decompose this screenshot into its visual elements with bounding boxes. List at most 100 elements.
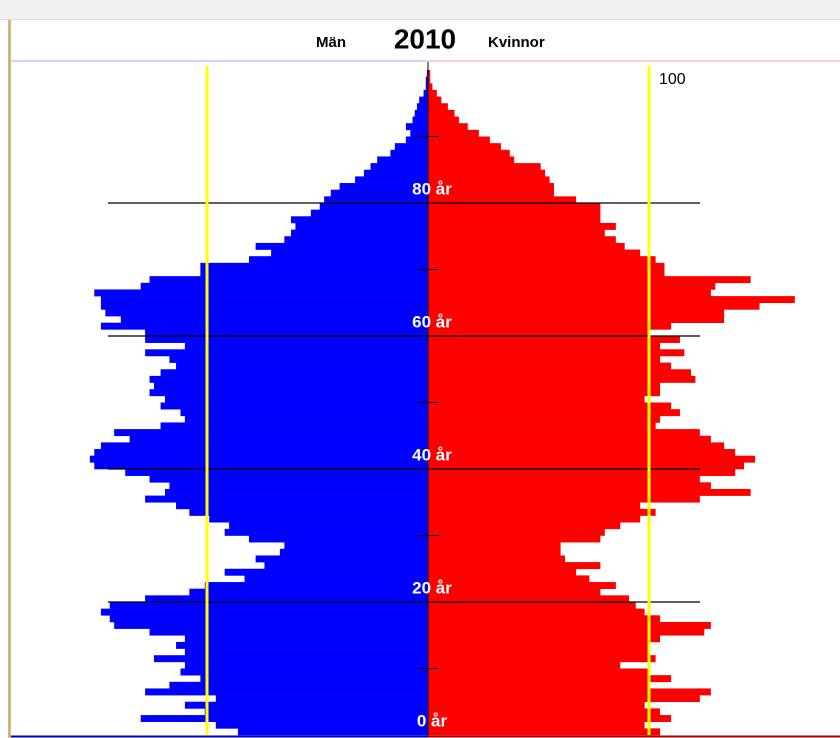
bar [319, 203, 428, 210]
bar [100, 296, 429, 304]
bar [284, 542, 428, 550]
bar [428, 402, 672, 410]
bar [405, 136, 428, 144]
bar [428, 668, 649, 676]
bar [428, 728, 661, 736]
bar [184, 342, 428, 350]
bar [428, 675, 672, 683]
bar [428, 222, 616, 230]
bar [428, 595, 630, 603]
x-tick-label: 100 [659, 71, 686, 88]
legend-women: Kvinnor [488, 34, 545, 51]
bar [224, 528, 428, 536]
bar [428, 475, 700, 483]
bar [425, 76, 428, 84]
bar [428, 209, 601, 217]
bar [200, 675, 428, 683]
bar [428, 582, 616, 589]
bar [428, 482, 711, 490]
bar [428, 216, 601, 224]
bar [428, 189, 554, 197]
bar [248, 256, 428, 264]
bar [425, 83, 428, 91]
bar [428, 715, 672, 722]
bar [428, 103, 448, 111]
bar [100, 302, 429, 310]
bar [428, 389, 661, 397]
bar [428, 655, 656, 663]
top-bar [0, 0, 840, 20]
bar [140, 715, 428, 722]
bar [200, 262, 428, 270]
bar [428, 375, 696, 383]
bar [377, 156, 428, 164]
bar [160, 369, 428, 377]
bar [330, 189, 428, 197]
bar [149, 375, 429, 383]
chart-title: 2010 [394, 23, 456, 54]
bar [145, 495, 428, 503]
y-tick-label: 0 år [417, 711, 448, 730]
bar [426, 70, 428, 77]
bar [310, 209, 428, 217]
bar [428, 695, 700, 703]
y-tick-label: 20 år [412, 578, 452, 597]
bar [284, 236, 428, 244]
bar [109, 602, 428, 609]
bar [428, 355, 661, 363]
y-tick-label: 80 år [412, 179, 452, 198]
bar [176, 641, 428, 649]
bar [428, 602, 636, 609]
bar [428, 269, 665, 277]
bar [184, 701, 428, 709]
bar [416, 103, 428, 111]
bar [428, 542, 561, 550]
bar [428, 661, 621, 669]
bar [120, 316, 428, 323]
bar [428, 621, 711, 629]
bar [145, 349, 428, 357]
bar [160, 402, 428, 410]
bar [184, 635, 428, 643]
bar [428, 242, 625, 250]
bar [428, 176, 550, 184]
bar [428, 83, 433, 91]
bar [428, 229, 605, 237]
bar [428, 681, 649, 689]
bar [423, 89, 428, 97]
bar [290, 216, 428, 224]
bar [428, 342, 661, 350]
bar [428, 435, 711, 443]
bar [394, 143, 428, 151]
bar [244, 575, 428, 583]
bar [370, 163, 428, 171]
bar [145, 329, 428, 337]
bar [264, 562, 428, 570]
bar [428, 522, 621, 530]
bar [295, 222, 428, 230]
bar [428, 502, 641, 510]
bar [229, 522, 428, 530]
bar [153, 382, 428, 390]
bar [428, 495, 700, 503]
bar [189, 508, 428, 516]
bar [109, 615, 428, 623]
bar [428, 535, 601, 543]
bar [428, 422, 656, 430]
bar [184, 661, 428, 669]
bar [169, 355, 428, 363]
legend-men: Män [316, 34, 346, 51]
bar [428, 116, 459, 124]
bar [428, 96, 442, 104]
bar [290, 229, 428, 237]
bar [165, 395, 428, 403]
bar [176, 362, 428, 370]
bar [209, 515, 428, 523]
bar [215, 721, 428, 729]
bar [100, 608, 429, 616]
bar [428, 262, 665, 270]
bar [428, 555, 566, 563]
bar [94, 289, 428, 297]
bar [129, 435, 428, 443]
